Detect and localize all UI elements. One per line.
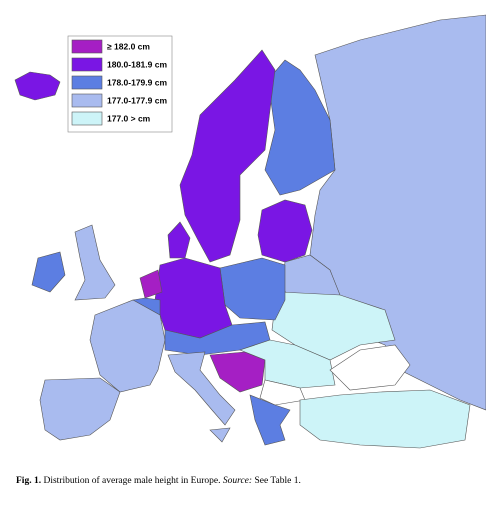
sea xyxy=(329,344,411,391)
legend-swatch xyxy=(71,93,103,108)
region xyxy=(154,257,233,339)
legend-label: ≥ 182.0 cm xyxy=(107,41,150,51)
region xyxy=(179,49,276,263)
caption-source-text: See Table 1. xyxy=(254,476,301,486)
region xyxy=(39,377,121,441)
region xyxy=(209,427,231,443)
legend-swatch xyxy=(71,75,103,90)
region xyxy=(257,199,313,263)
region xyxy=(264,59,336,196)
region xyxy=(167,221,191,259)
caption-source-label: Source: xyxy=(222,476,253,486)
region xyxy=(74,224,116,301)
region xyxy=(14,71,61,101)
legend-label: 178.0-179.9 cm xyxy=(107,77,167,87)
region xyxy=(89,299,166,393)
europe-map: ≥ 182.0 cm 180.0-181.9 cm 178.0-179.9 cm 17… xyxy=(14,14,486,449)
region xyxy=(139,269,163,299)
legend-swatch xyxy=(71,57,103,72)
region xyxy=(249,394,291,446)
legend-label: 177.0-177.9 cm xyxy=(107,95,167,105)
region xyxy=(239,339,336,389)
region xyxy=(219,257,286,321)
legend: ≥ 182.0 cm 180.0-181.9 cm 178.0-179.9 cm 17… xyxy=(67,35,173,133)
region xyxy=(259,379,306,406)
region xyxy=(209,351,266,393)
caption: Fig. 1. Distribution of average male hei… xyxy=(16,476,301,486)
region xyxy=(167,351,236,426)
legend-swatch xyxy=(71,111,103,126)
region xyxy=(31,251,66,293)
caption-label: Fig. 1. xyxy=(16,476,42,486)
region xyxy=(299,389,471,449)
caption-text: Distribution of average male height in E… xyxy=(43,476,221,486)
legend-label: 180.0-181.9 cm xyxy=(107,59,167,69)
legend-swatch xyxy=(71,39,103,54)
legend-label: 177.0 > cm xyxy=(107,113,151,123)
